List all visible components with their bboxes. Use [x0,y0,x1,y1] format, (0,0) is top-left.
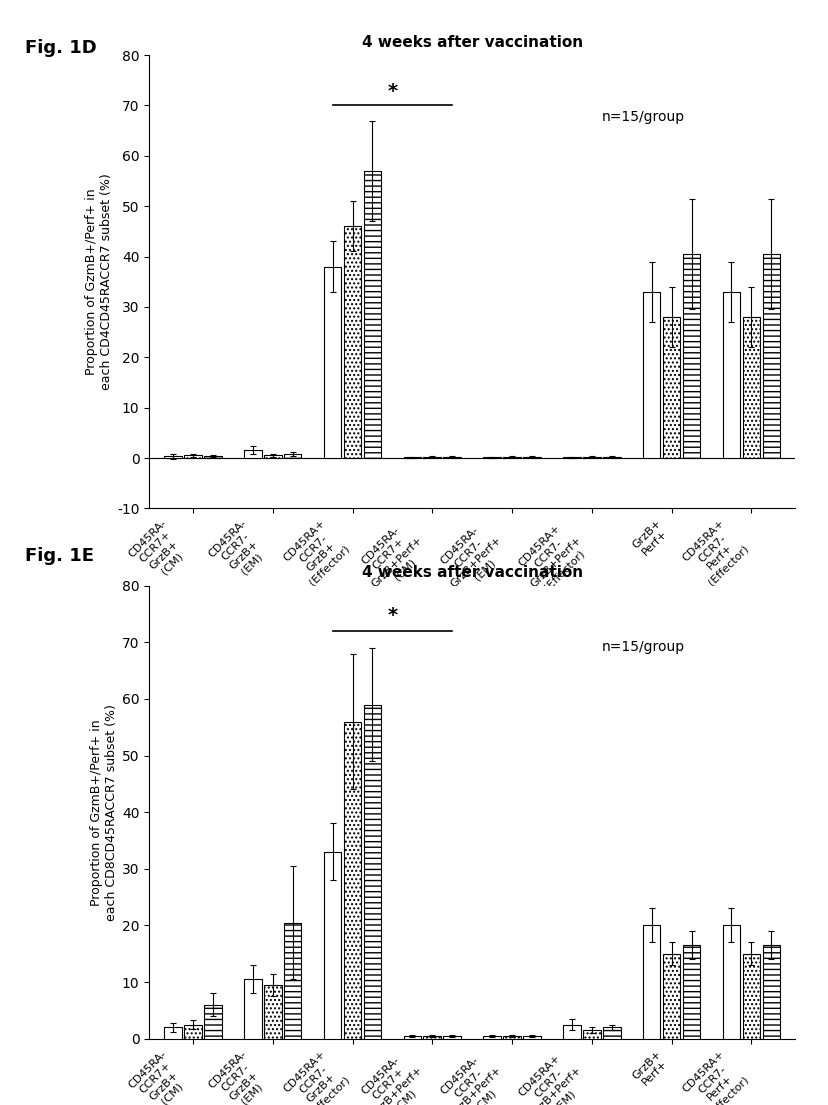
Bar [184,455,202,457]
Bar [643,926,660,1039]
Bar [344,722,361,1039]
Title: 4 weeks after vaccination: 4 weeks after vaccination [362,35,582,50]
Bar [722,292,740,457]
Bar [164,456,181,457]
Bar [603,1028,620,1039]
Bar [284,454,301,457]
Bar [742,317,760,457]
Bar [164,1028,181,1039]
Bar [324,852,341,1039]
Y-axis label: Proportion of GzmB+/Perf+ in
each CD4CD45RACCR7 subset (%): Proportion of GzmB+/Perf+ in each CD4CD4… [84,173,113,390]
Bar [363,705,381,1039]
Bar [324,266,341,457]
Bar [264,455,282,457]
Bar [204,1004,222,1039]
Bar [763,254,780,457]
Bar [483,1035,501,1039]
Bar [264,985,282,1039]
Bar [682,254,700,457]
Bar [184,1024,202,1039]
Bar [563,1024,580,1039]
Bar [662,954,680,1039]
Text: n=15/group: n=15/group [601,640,684,654]
Bar [284,923,301,1039]
Bar [742,954,760,1039]
Bar [662,317,680,457]
Bar [244,979,262,1039]
Text: Fig. 1D: Fig. 1D [25,39,97,56]
Bar [643,292,660,457]
Bar [763,945,780,1039]
Bar [722,926,740,1039]
Bar [363,171,381,457]
Bar [682,945,700,1039]
Bar [423,1035,440,1039]
Bar [443,1035,461,1039]
Text: *: * [388,607,397,625]
Y-axis label: Proportion of GzmB+/Perf+ in
each CD8CD45RACCR7 subset (%): Proportion of GzmB+/Perf+ in each CD8CD4… [89,704,118,920]
Text: Fig. 1E: Fig. 1E [25,547,94,565]
Bar [344,227,361,457]
Bar [204,456,222,457]
Text: n=15/group: n=15/group [601,109,684,124]
Bar [583,1030,600,1039]
Bar [503,1035,521,1039]
Text: *: * [388,82,397,101]
Bar [523,1035,541,1039]
Bar [403,1035,421,1039]
Bar [244,451,262,457]
Title: 4 weeks after vaccination: 4 weeks after vaccination [362,566,582,580]
